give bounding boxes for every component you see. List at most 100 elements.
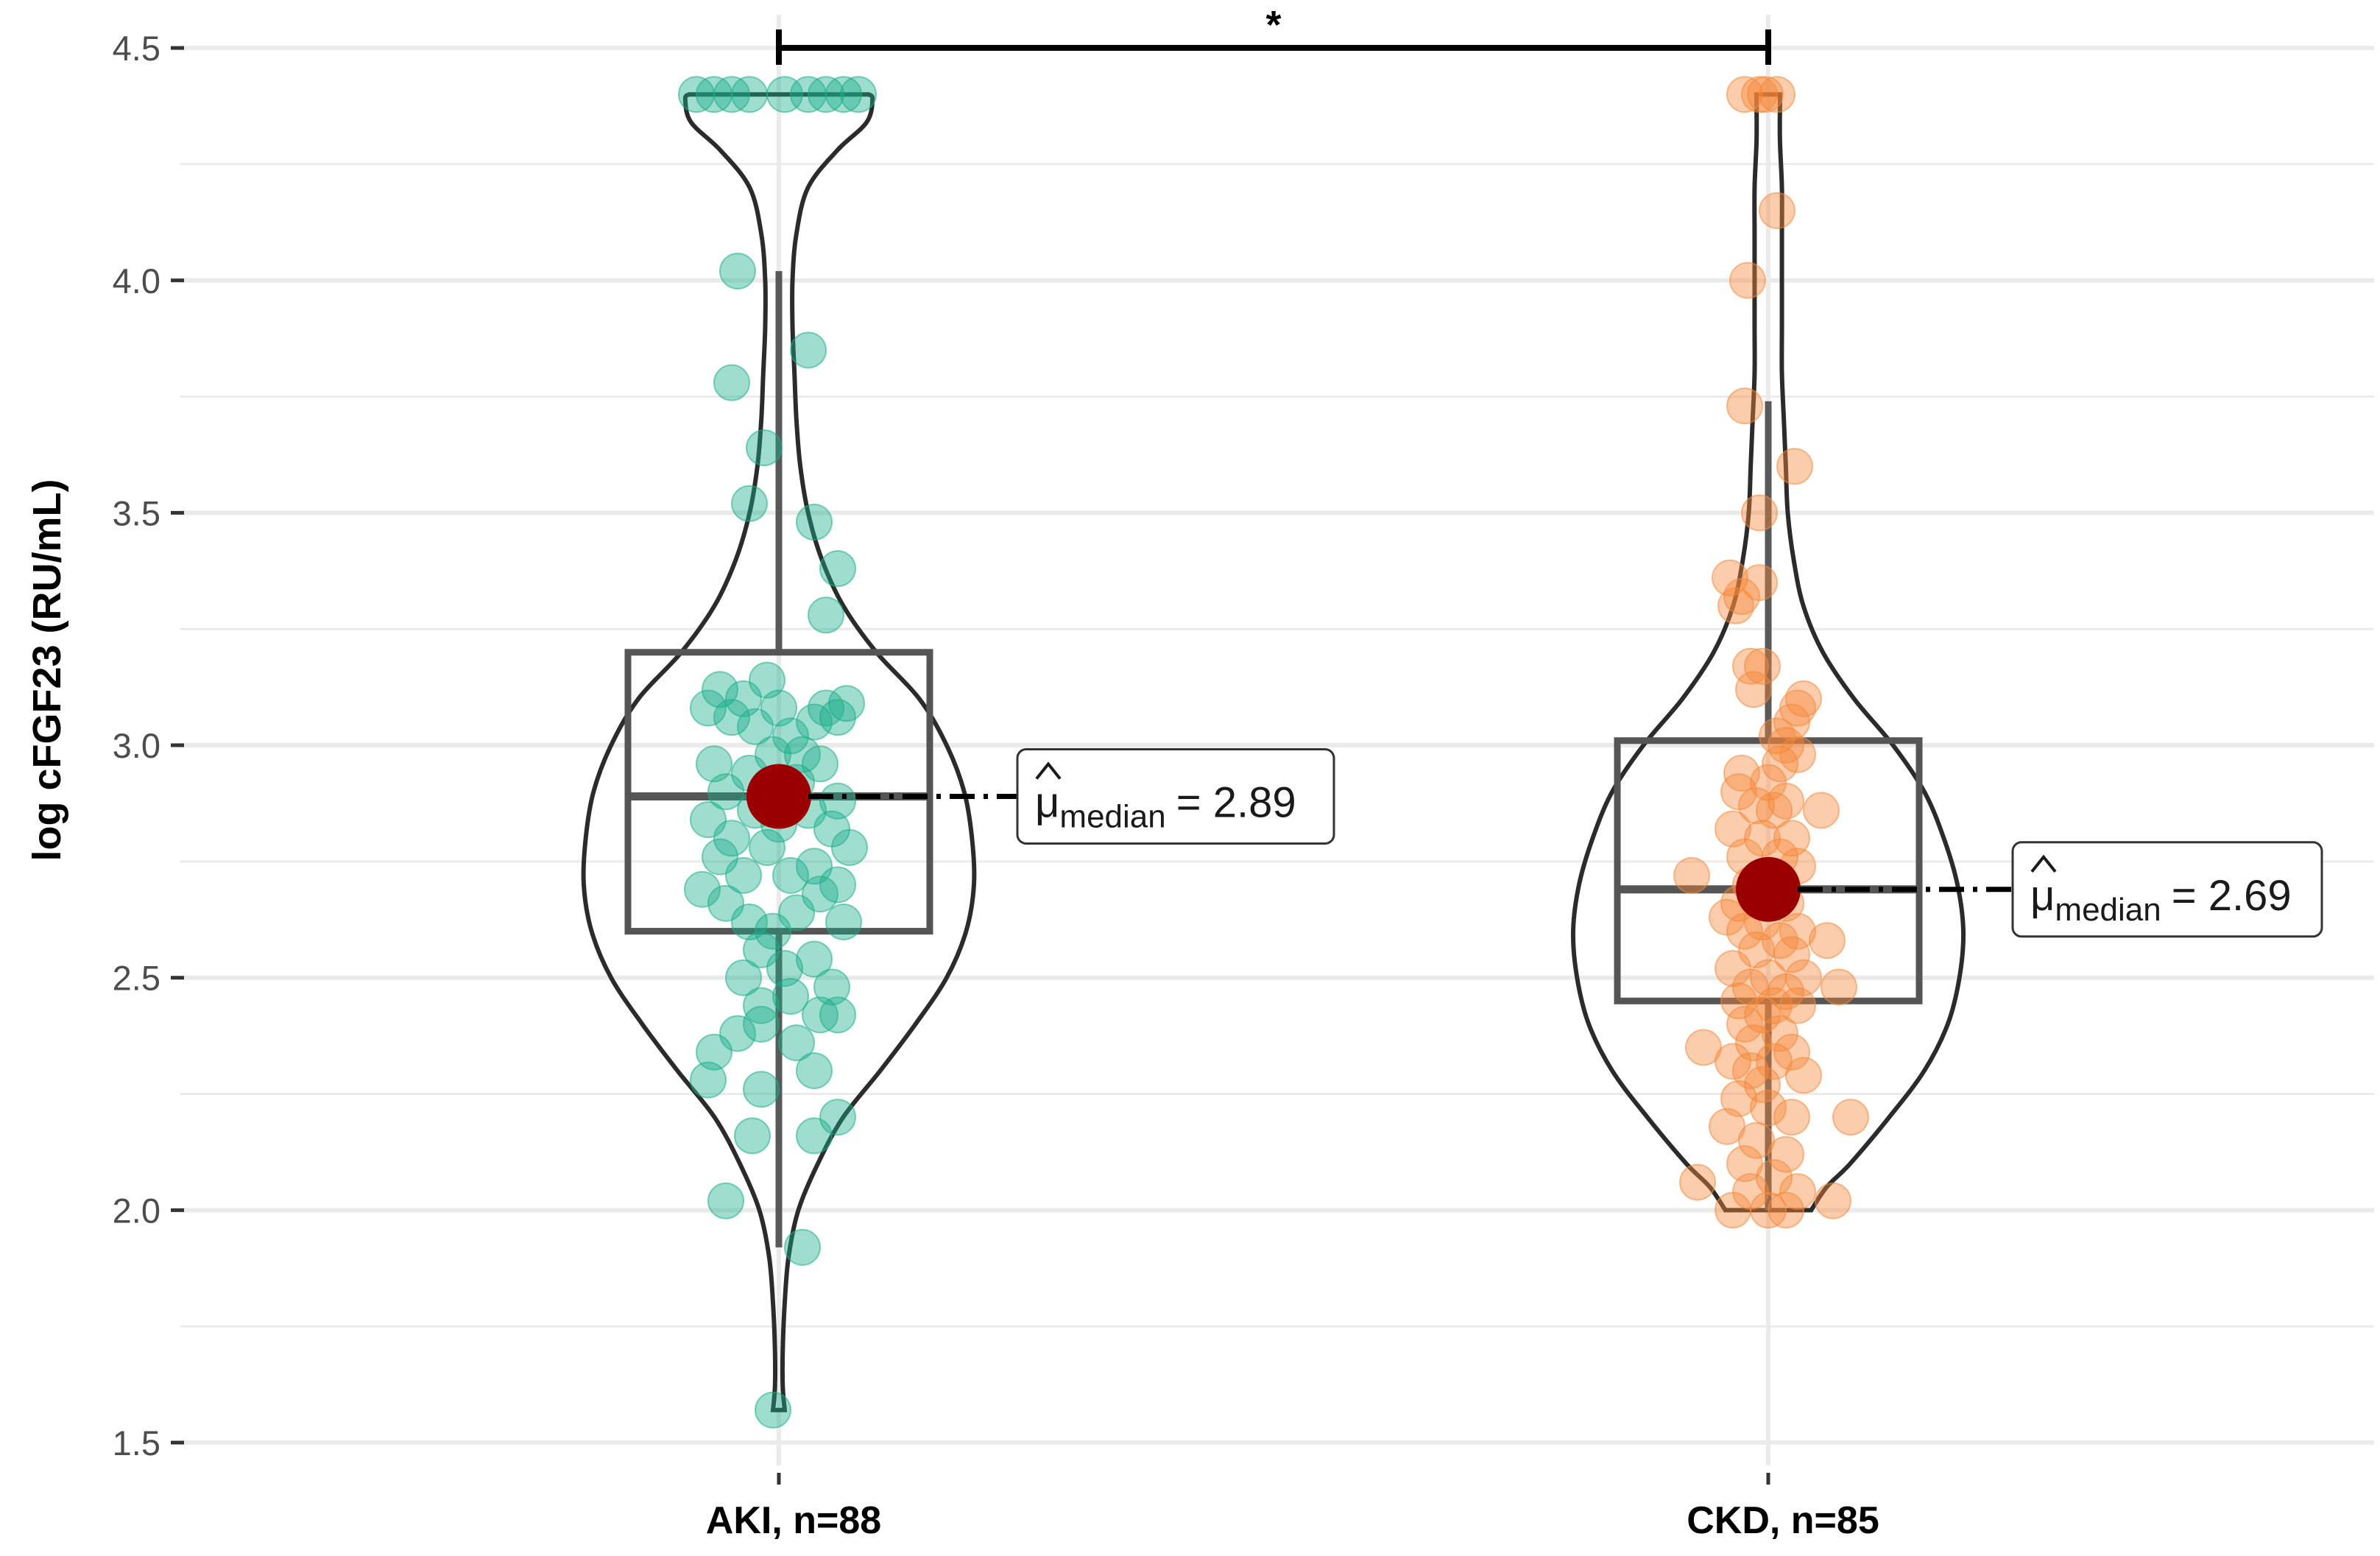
data-point [802, 876, 838, 913]
hat-accent-icon [1035, 761, 1062, 780]
data-points [678, 76, 1869, 1429]
y-tick-label: 1.5 [113, 1423, 160, 1462]
data-point [760, 689, 797, 727]
data-point [1756, 1159, 1793, 1197]
data-point [1673, 856, 1710, 894]
data-point [772, 977, 809, 1015]
data-point [1726, 76, 1763, 113]
data-point [690, 689, 727, 727]
data-point [819, 550, 856, 588]
median-subscript: median [1059, 798, 1165, 834]
data-point [1773, 820, 1810, 857]
median-label-text: μmedian = 2.89 [1035, 778, 1296, 834]
median-marker [1736, 856, 1801, 922]
data-point [746, 429, 783, 467]
median-stat-symbol: μ [2030, 872, 2055, 920]
data-point [1773, 1033, 1810, 1071]
data-point [1712, 559, 1748, 596]
data-point [690, 1061, 727, 1099]
data-point [743, 1071, 780, 1108]
data-point [1729, 261, 1766, 299]
data-point [1768, 1191, 1804, 1229]
x-category-label: CKD, n=85 [1687, 1499, 1879, 1542]
data-point [1773, 936, 1810, 974]
data-point [1750, 1089, 1787, 1127]
grid-lines [180, 15, 2374, 1465]
data-point [790, 331, 827, 369]
data-point [778, 1024, 815, 1062]
y-tick-label: 2.5 [113, 959, 160, 998]
data-point [825, 903, 862, 940]
data-point [1741, 76, 1778, 113]
data-point [828, 685, 865, 722]
data-point [1717, 587, 1754, 624]
y-axis-title: log cFGF23 (RU/mL) [25, 479, 69, 861]
y-tick-label: 4.0 [113, 261, 160, 300]
data-point [831, 828, 868, 866]
data-point [1679, 1164, 1716, 1201]
data-point [1744, 1066, 1781, 1103]
data-point [1726, 1005, 1763, 1043]
data-point [755, 1391, 791, 1429]
data-point [808, 596, 844, 634]
data-point [1726, 912, 1763, 950]
data-point [1759, 192, 1795, 230]
data-point [1685, 1029, 1722, 1066]
y-tick-label: 3.5 [113, 493, 160, 532]
median-value: = 2.69 [2172, 872, 2292, 920]
median-label-box [1016, 747, 1335, 845]
y-tick-label: 2.0 [113, 1191, 160, 1230]
median-value: = 2.89 [1176, 778, 1296, 826]
median-subscript: median [2055, 892, 2161, 928]
data-point [1732, 647, 1769, 685]
data-point [1756, 792, 1793, 829]
iqr-box [624, 649, 933, 935]
data-point [796, 504, 833, 541]
data-point [1821, 968, 1857, 1006]
data-point [796, 940, 833, 978]
data-point [731, 485, 768, 522]
data-point [1776, 448, 1813, 485]
data-point [684, 870, 721, 908]
data-point [1741, 564, 1778, 602]
data-point [1779, 1173, 1816, 1211]
data-point [725, 856, 762, 894]
axes: 1.5 2.0 2.5 3.0 3.5 4.0 4.5 AKI, n=88 CKD, n=85 [113, 29, 1879, 1542]
data-point [1773, 1099, 1810, 1136]
data-point [713, 364, 750, 401]
violin-outlines [581, 92, 1966, 1412]
data-point [696, 1033, 732, 1071]
data-point [1803, 792, 1840, 829]
data-point [743, 987, 780, 1024]
data-point [702, 671, 738, 708]
data-point [1715, 1191, 1751, 1229]
data-point [1779, 912, 1816, 950]
data-point [796, 1117, 833, 1155]
data-point [725, 959, 762, 996]
violin-outline [581, 92, 977, 1412]
median-marker [746, 764, 811, 829]
data-point [1785, 680, 1822, 717]
data-point [1735, 1024, 1772, 1062]
data-point [796, 1052, 833, 1089]
data-point [1785, 1057, 1822, 1094]
data-point [784, 1228, 821, 1266]
data-point [731, 76, 768, 113]
data-point [802, 745, 838, 783]
y-tick-label: 4.5 [113, 29, 160, 68]
median-stat-symbol: μ [1035, 778, 1059, 826]
data-point [784, 736, 821, 773]
data-point [819, 782, 856, 820]
data-point [713, 699, 750, 736]
data-point [813, 968, 850, 1006]
data-point [713, 820, 750, 857]
data-point [825, 76, 862, 113]
median-label-text: μmedian = 2.69 [2030, 872, 2292, 928]
data-point [1809, 922, 1846, 960]
data-point [749, 828, 785, 866]
data-point [707, 1182, 744, 1219]
hat-accent-icon [2030, 854, 2057, 873]
data-point [819, 866, 856, 904]
